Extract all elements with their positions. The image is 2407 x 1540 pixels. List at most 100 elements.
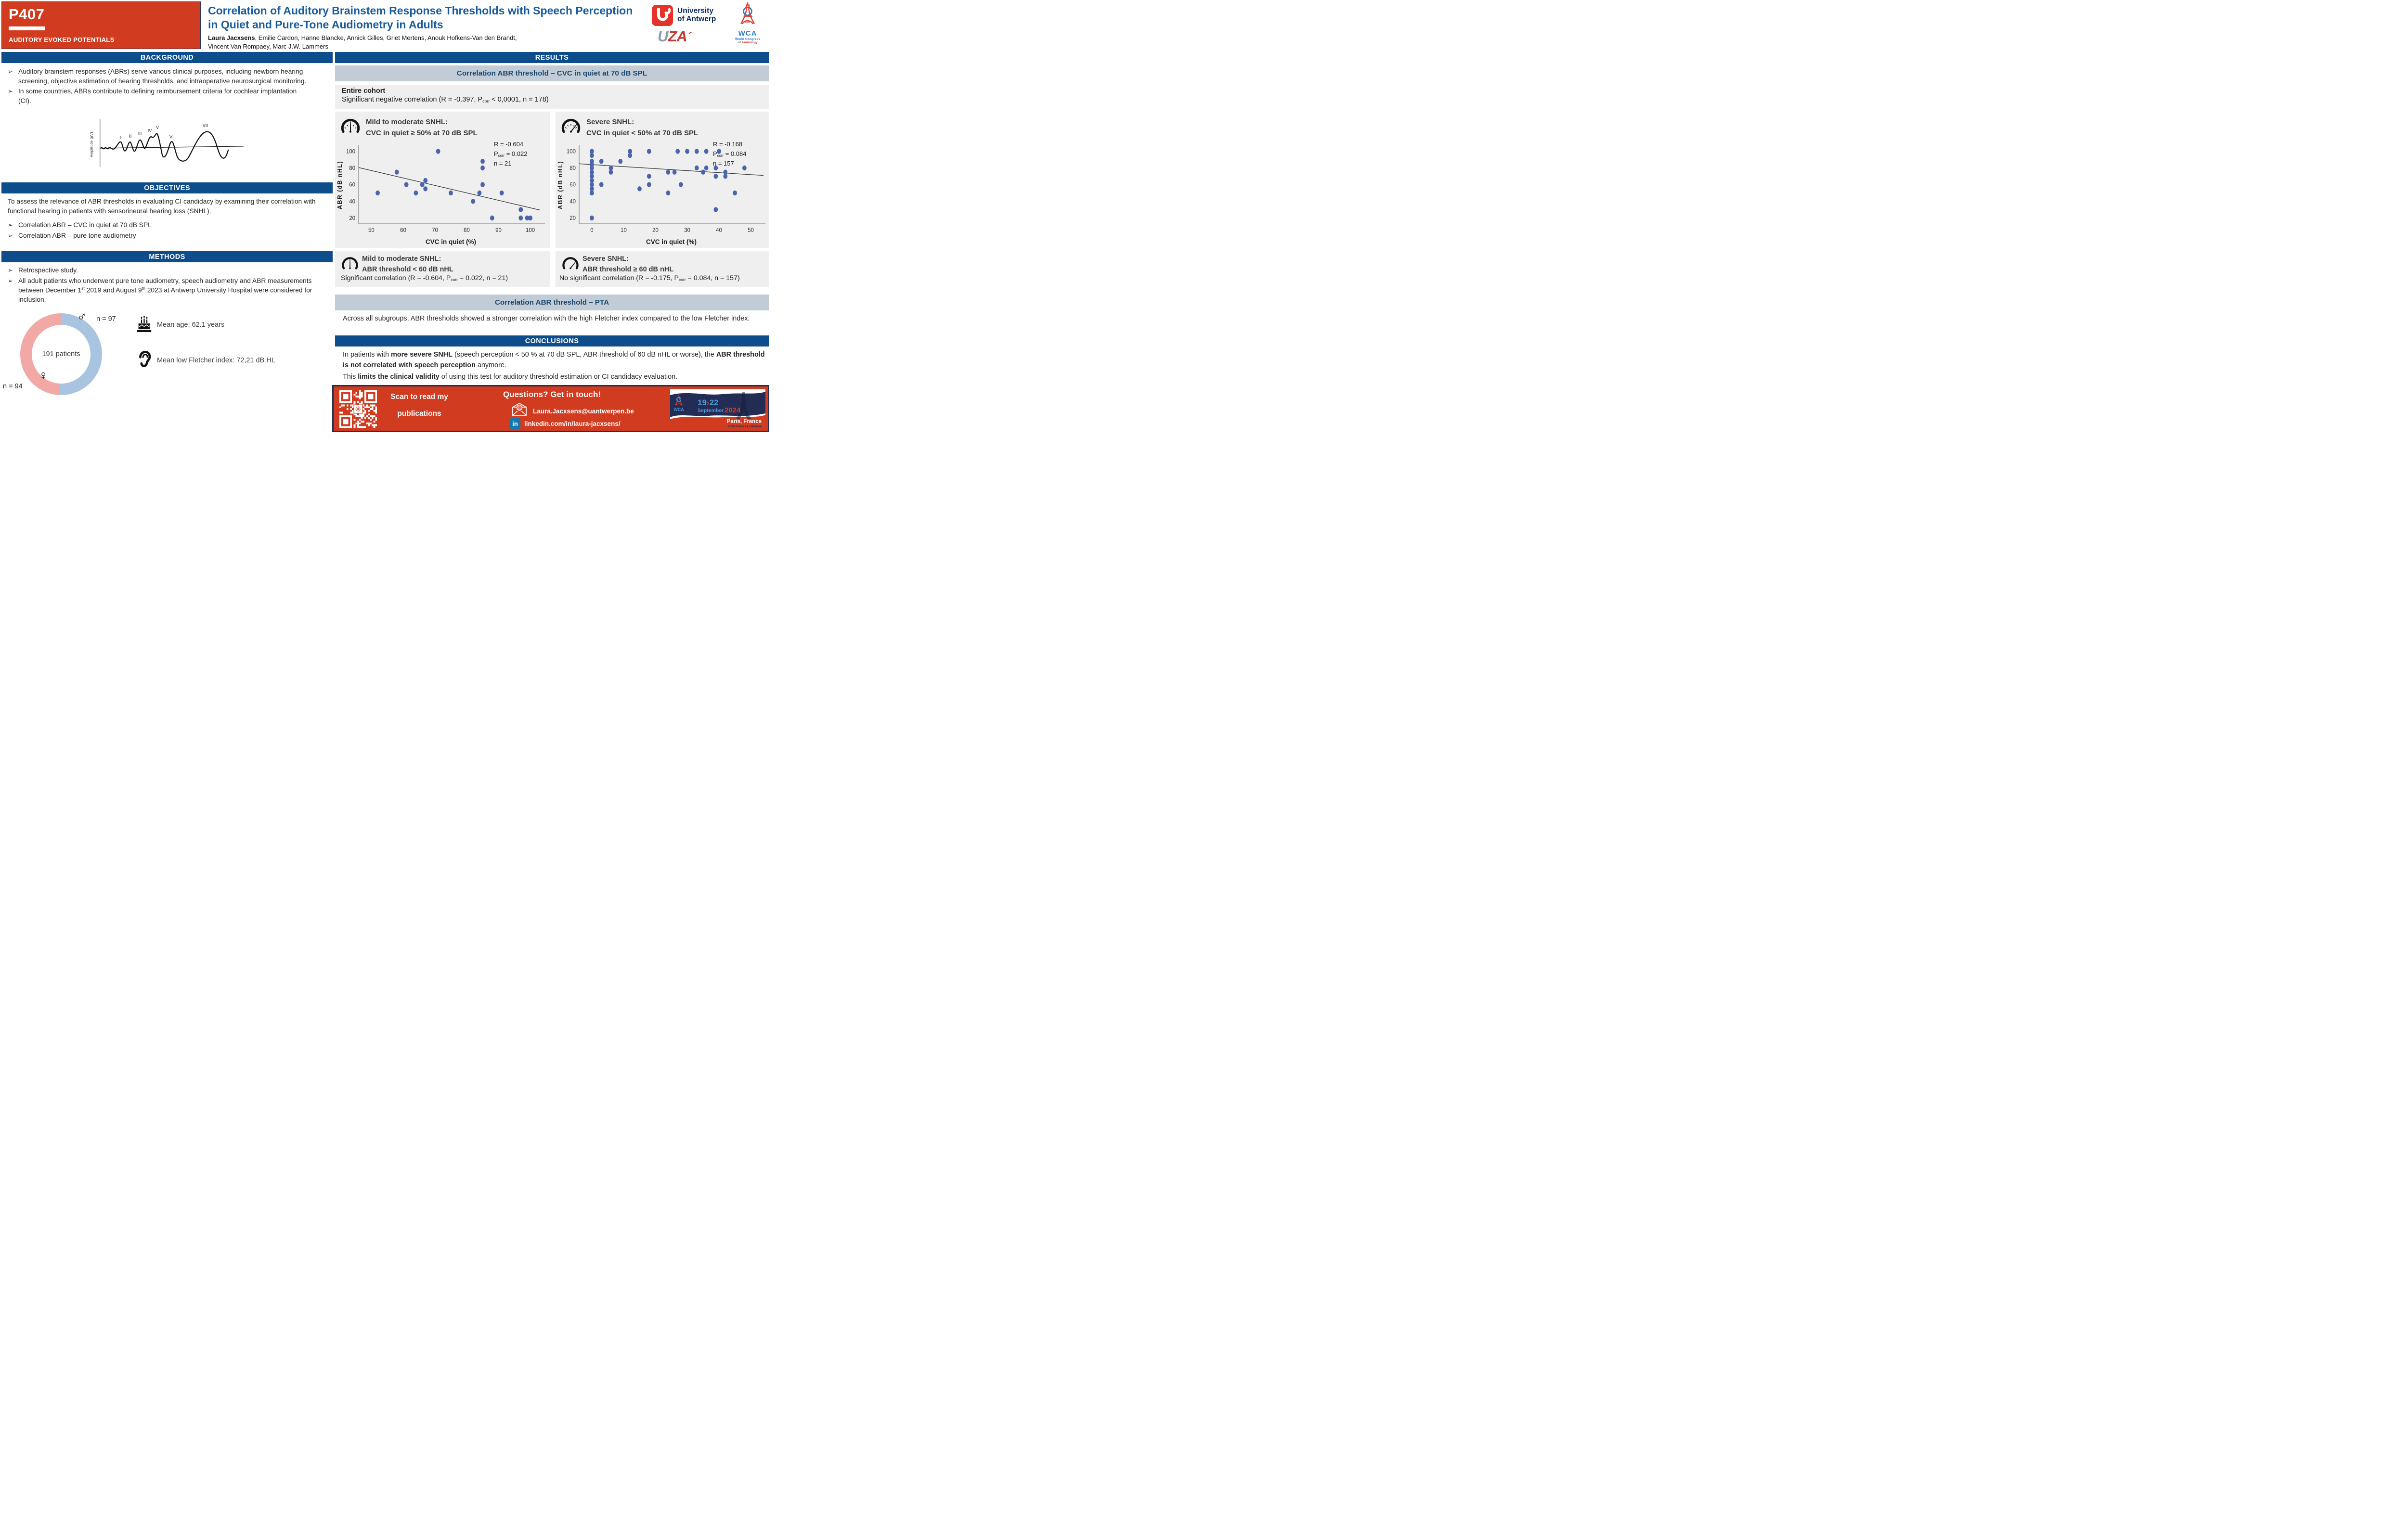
svg-text:20: 20 bbox=[349, 216, 355, 221]
cvc-subheading: Correlation ABR threshold – CVC in quiet… bbox=[335, 65, 769, 81]
subgroup-title-severe: Severe SNHL: ABR threshold ≥ 60 dB nHL bbox=[582, 255, 674, 273]
linkedin-icon: in bbox=[510, 418, 520, 429]
objectives-heading: OBJECTIVES bbox=[1, 182, 333, 193]
subgroup-result-mild: Significant correlation (R = -0.604, Pco… bbox=[341, 274, 508, 282]
bullet-arrow-icon: ➢ bbox=[8, 68, 13, 75]
banner-location: Paris, France bbox=[727, 419, 762, 424]
objectives-text: To assess the relevance of ABR threshold… bbox=[8, 197, 318, 241]
wca-logo: 36th WCA World Congress of Audiology bbox=[727, 1, 768, 44]
entire-cohort-label: Entire cohort bbox=[342, 87, 386, 95]
abr-waveform-figure: Amplitude (µV) I II III IV V VI VII bbox=[90, 119, 244, 167]
conclusion-paragraph-1: In patients with more severe SNHL (speec… bbox=[343, 351, 765, 369]
svg-text:VI: VI bbox=[169, 134, 173, 139]
mean-fletcher-index: Mean low Fletcher index: 72,21 dB HL bbox=[157, 357, 275, 364]
subgroup-title-mild: Mild to moderate SNHL: ABR threshold < 6… bbox=[362, 255, 453, 273]
svg-text:10: 10 bbox=[621, 228, 627, 233]
background-bullet-1: ➢ Auditory brainstem responses (ABRs) se… bbox=[8, 67, 310, 86]
eiffel-tower-silhouette bbox=[736, 392, 751, 419]
banner-venue: CNIT Paris La Défense bbox=[728, 425, 762, 428]
cohort-summary: 191 patients ♂ n = 97 ♀ n = 94 Mean age:… bbox=[0, 310, 332, 399]
uantwerp-logo-text: University of Antwerp bbox=[677, 7, 716, 23]
bullet-arrow-icon: ➢ bbox=[8, 221, 13, 229]
svg-text:0: 0 bbox=[590, 228, 593, 233]
gauge-low-icon bbox=[342, 257, 358, 270]
svg-text:60: 60 bbox=[400, 228, 406, 233]
title-line-1: Correlation of Auditory Brainstem Respon… bbox=[208, 4, 633, 17]
svg-text:40: 40 bbox=[716, 228, 722, 233]
banner-wca-logo: WCA bbox=[673, 395, 684, 412]
first-author: Laura Jacxsens bbox=[208, 34, 255, 42]
svg-text:WCA: WCA bbox=[673, 407, 684, 412]
female-symbol: ♀ bbox=[39, 368, 49, 383]
wca-2024-banner: WCA 19›22 September 2024 Paris, France C… bbox=[670, 389, 765, 430]
gauge-high-icon bbox=[561, 118, 581, 133]
banner-month: September bbox=[698, 408, 724, 413]
subgroup-card-severe: Severe SNHL: ABR threshold ≥ 60 dB nHL bbox=[556, 251, 769, 287]
svg-text:80: 80 bbox=[464, 228, 470, 233]
banner-dates: 19›22 bbox=[698, 398, 719, 407]
correlation-stats-mild: R = -0.604 Pcorr = 0.022 n = 21 bbox=[494, 141, 528, 167]
svg-text:CVC in quiet (%): CVC in quiet (%) bbox=[646, 238, 697, 245]
scatter-plot-severe: 20 40 60 80 100 0 10 20 30 40 50 CVC in quiet (%) AB… bbox=[557, 145, 765, 245]
svg-text:IV: IV bbox=[148, 128, 152, 133]
svg-text:ABR (dB nHL): ABR (dB nHL) bbox=[336, 161, 343, 209]
uantwerp-logo-icon bbox=[652, 5, 673, 26]
svg-text:90: 90 bbox=[495, 228, 502, 233]
linkedin-url[interactable]: linkedin.com/in/laura-jacxsens/ bbox=[524, 420, 621, 427]
mean-age: Mean age: 62.1 years bbox=[157, 321, 225, 329]
objectives-bullet-2: ➢ Correlation ABR – pure tone audiometry bbox=[8, 231, 318, 241]
email-address[interactable]: Laura.Jacxsens@uantwerpen.be bbox=[533, 408, 634, 415]
abr-peak-labels: I II III IV V VI VII bbox=[120, 123, 208, 140]
background-bullet-2: ➢ In some countries, ABRs contribute to … bbox=[8, 87, 310, 105]
uza-logo: UZA´ bbox=[658, 28, 691, 45]
background-heading: BACKGROUND bbox=[1, 52, 333, 63]
svg-text:100: 100 bbox=[526, 228, 535, 233]
svg-text:III: III bbox=[138, 131, 142, 136]
conclusion-paragraph-2: This limits the clinical validity of usi… bbox=[343, 373, 678, 381]
title-line-2: in Quiet and Pure-Tone Audiometry in Adu… bbox=[208, 18, 443, 31]
bullet-arrow-icon: ➢ bbox=[8, 88, 13, 95]
gauge-low-icon bbox=[341, 118, 360, 133]
scan-caption: Scan to read my publications bbox=[390, 393, 448, 418]
svg-text:V: V bbox=[156, 125, 159, 130]
conclusions-heading: CONCLUSIONS bbox=[335, 335, 769, 346]
svg-text:36th: 36th bbox=[745, 21, 751, 24]
male-count: n = 97 bbox=[96, 315, 116, 323]
svg-text:80: 80 bbox=[349, 166, 355, 171]
poster-title: Correlation of Auditory Brainstem Respon… bbox=[208, 4, 636, 31]
footer: ✳ Scan to read my publications Questions… bbox=[332, 385, 769, 432]
background-text: ➢ Auditory brainstem responses (ABRs) se… bbox=[8, 67, 310, 106]
authors: Laura Jacxsens, Emilie Cardon, Hanne Bla… bbox=[208, 34, 636, 51]
chart-title-mild: Mild to moderate SNHL: CVC in quiet ≥ 50… bbox=[366, 118, 478, 138]
svg-text:20: 20 bbox=[569, 216, 576, 221]
svg-text:100: 100 bbox=[346, 149, 355, 154]
chart-card-severe: Severe SNHL: CVC in quiet < 50% at 70 dB… bbox=[556, 112, 769, 248]
svg-text:30: 30 bbox=[684, 228, 690, 233]
ear-icon bbox=[139, 351, 151, 367]
pta-text: Across all subgroups, ABR thresholds sho… bbox=[343, 315, 750, 322]
svg-text:20: 20 bbox=[652, 228, 659, 233]
bullet-arrow-icon: ➢ bbox=[8, 231, 13, 239]
subgroup-card-mild: Mild to moderate SNHL: ABR threshold < 6… bbox=[335, 251, 550, 287]
conclusions-text: In patients with more severe SNHL (speec… bbox=[343, 350, 766, 384]
chart-title-severe: Severe SNHL: CVC in quiet < 50% at 70 dB… bbox=[586, 118, 699, 138]
svg-text:80: 80 bbox=[569, 166, 576, 171]
svg-text:✳: ✳ bbox=[355, 405, 362, 414]
svg-text:70: 70 bbox=[432, 228, 438, 233]
gauge-high-icon bbox=[562, 257, 579, 270]
svg-text:50: 50 bbox=[748, 228, 754, 233]
id-underline bbox=[9, 26, 45, 30]
authors-rest: , Emilie Cardon, Hanne Blancke, Annick G… bbox=[255, 34, 517, 42]
banner-year: 2024 bbox=[725, 406, 741, 414]
sex-donut-chart bbox=[20, 313, 102, 395]
svg-text:40: 40 bbox=[569, 199, 576, 205]
donut-center-label: 191 patients bbox=[42, 350, 80, 358]
svg-text:40: 40 bbox=[349, 199, 355, 205]
wca-abbr: WCA bbox=[738, 29, 757, 38]
svg-text:II: II bbox=[129, 134, 131, 139]
bullet-arrow-icon: ➢ bbox=[8, 277, 13, 284]
correlation-stats-severe: R = -0.168 Pcorr = 0.084 n = 157 bbox=[713, 141, 747, 167]
svg-text:50: 50 bbox=[368, 228, 375, 233]
track-label: AUDITORY EVOKED POTENTIALS bbox=[9, 36, 115, 43]
birthday-cake-icon bbox=[137, 316, 152, 333]
